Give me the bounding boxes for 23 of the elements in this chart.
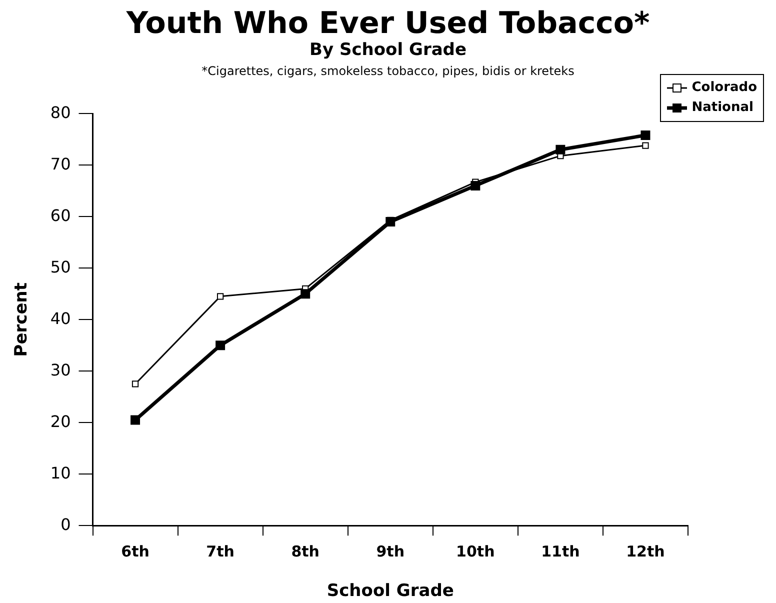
y-tick-label: 40 [50,308,71,328]
x-tick-label: 12th [626,542,665,560]
x-tick-label: 10th [456,542,495,560]
y-tick-label: 10 [50,463,71,482]
chart-subtitle: By School Grade [308,40,468,60]
y-tick-label: 20 [50,412,71,431]
x-tick-label: 7th [206,542,234,560]
x-tick-label: 9th [376,542,405,560]
x-tick-label: 6th [121,542,150,560]
x-axis-title: School Grade [326,581,454,602]
y-tick-label: 50 [50,257,71,276]
y-tick-label: 80 [50,102,71,122]
y-tick-label: 70 [50,154,71,174]
y-axis-title: Percent [12,282,32,357]
y-tick-label: 0 [60,514,71,534]
x-tick-label: 8th [291,542,320,560]
x-tick-label: 11th [541,542,580,560]
y-tick-label: 60 [50,206,71,225]
legend-label: Colorado [692,79,757,97]
chart-title: Youth Who Ever Used Tobacco* [125,6,651,41]
text: *Cigarettes, cigars, smokeless tobacco, pipes, bidis or kreteks [202,64,574,78]
y-tick-label: 30 [50,360,71,380]
legend-label: National [692,99,754,117]
